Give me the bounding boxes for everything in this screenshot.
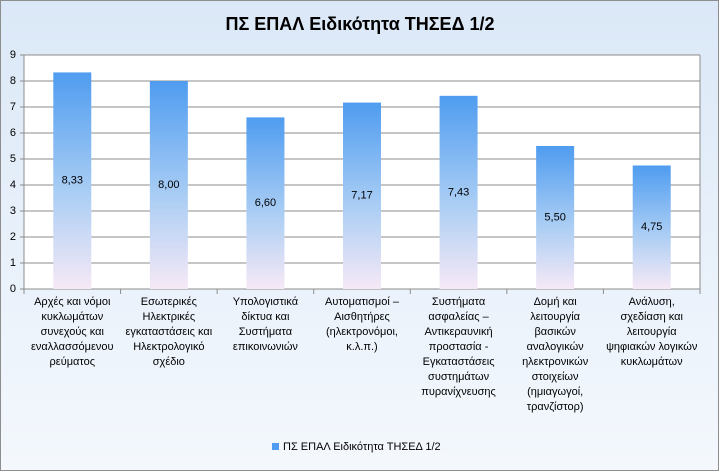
x-tick-label: Συστήματα ασφαλείας – Αντικεραυνική προσ… [421, 296, 496, 398]
y-tick-label: 1 [10, 257, 16, 269]
x-tick-label: Υπολογιστικά δίκτυα και Συστήματα επικοι… [232, 296, 299, 353]
x-tick-label: Αρχές και νόμοι κυκλωμάτων συνεχούς και … [31, 296, 114, 368]
bar [632, 165, 671, 289]
x-tick-label: Δομή και λειτουργία βασικών αναλογικών η… [522, 296, 589, 413]
legend-swatch [272, 443, 279, 450]
bar [149, 81, 188, 289]
data-label: 6,60 [255, 197, 276, 209]
data-label: 8,00 [158, 179, 179, 191]
y-tick-label: 9 [10, 49, 16, 61]
y-tick-label: 7 [10, 101, 16, 113]
data-label: 8,33 [62, 175, 83, 187]
y-tick-label: 3 [10, 205, 16, 217]
chart-title: ΠΣ ΕΠΑΛ Ειδικότητα ΤΗΣΕΔ 1/2 [225, 14, 494, 34]
bar [536, 146, 575, 289]
x-tick-label: Εσωτερικές Ηλεκτρικές εγκαταστάσεις και … [125, 296, 213, 368]
data-label: 7,17 [351, 190, 372, 202]
data-label: 7,43 [448, 186, 469, 198]
bar [439, 95, 478, 289]
data-label: 5,50 [544, 211, 565, 223]
y-tick-label: 0 [10, 283, 16, 295]
y-tick-label: 8 [10, 75, 16, 87]
y-tick-label: 6 [10, 127, 16, 139]
x-tick-label: Ανάλυση, σχεδίαση και λειτουργία ψηφιακώ… [606, 296, 698, 368]
y-tick-label: 2 [10, 231, 16, 243]
bar [246, 117, 285, 290]
bar [53, 72, 92, 289]
data-label: 4,75 [641, 221, 662, 233]
bar [343, 102, 381, 289]
y-tick-label: 5 [10, 153, 16, 165]
y-tick-label: 4 [10, 179, 16, 191]
legend-label: ΠΣ ΕΠΑΛ Ειδικότητα ΤΗΣΕΔ 1/2 [283, 441, 441, 453]
x-tick-label: Αυτοματισμοί – Αισθητήρες (ηλεκτρονόμοι,… [324, 296, 399, 353]
